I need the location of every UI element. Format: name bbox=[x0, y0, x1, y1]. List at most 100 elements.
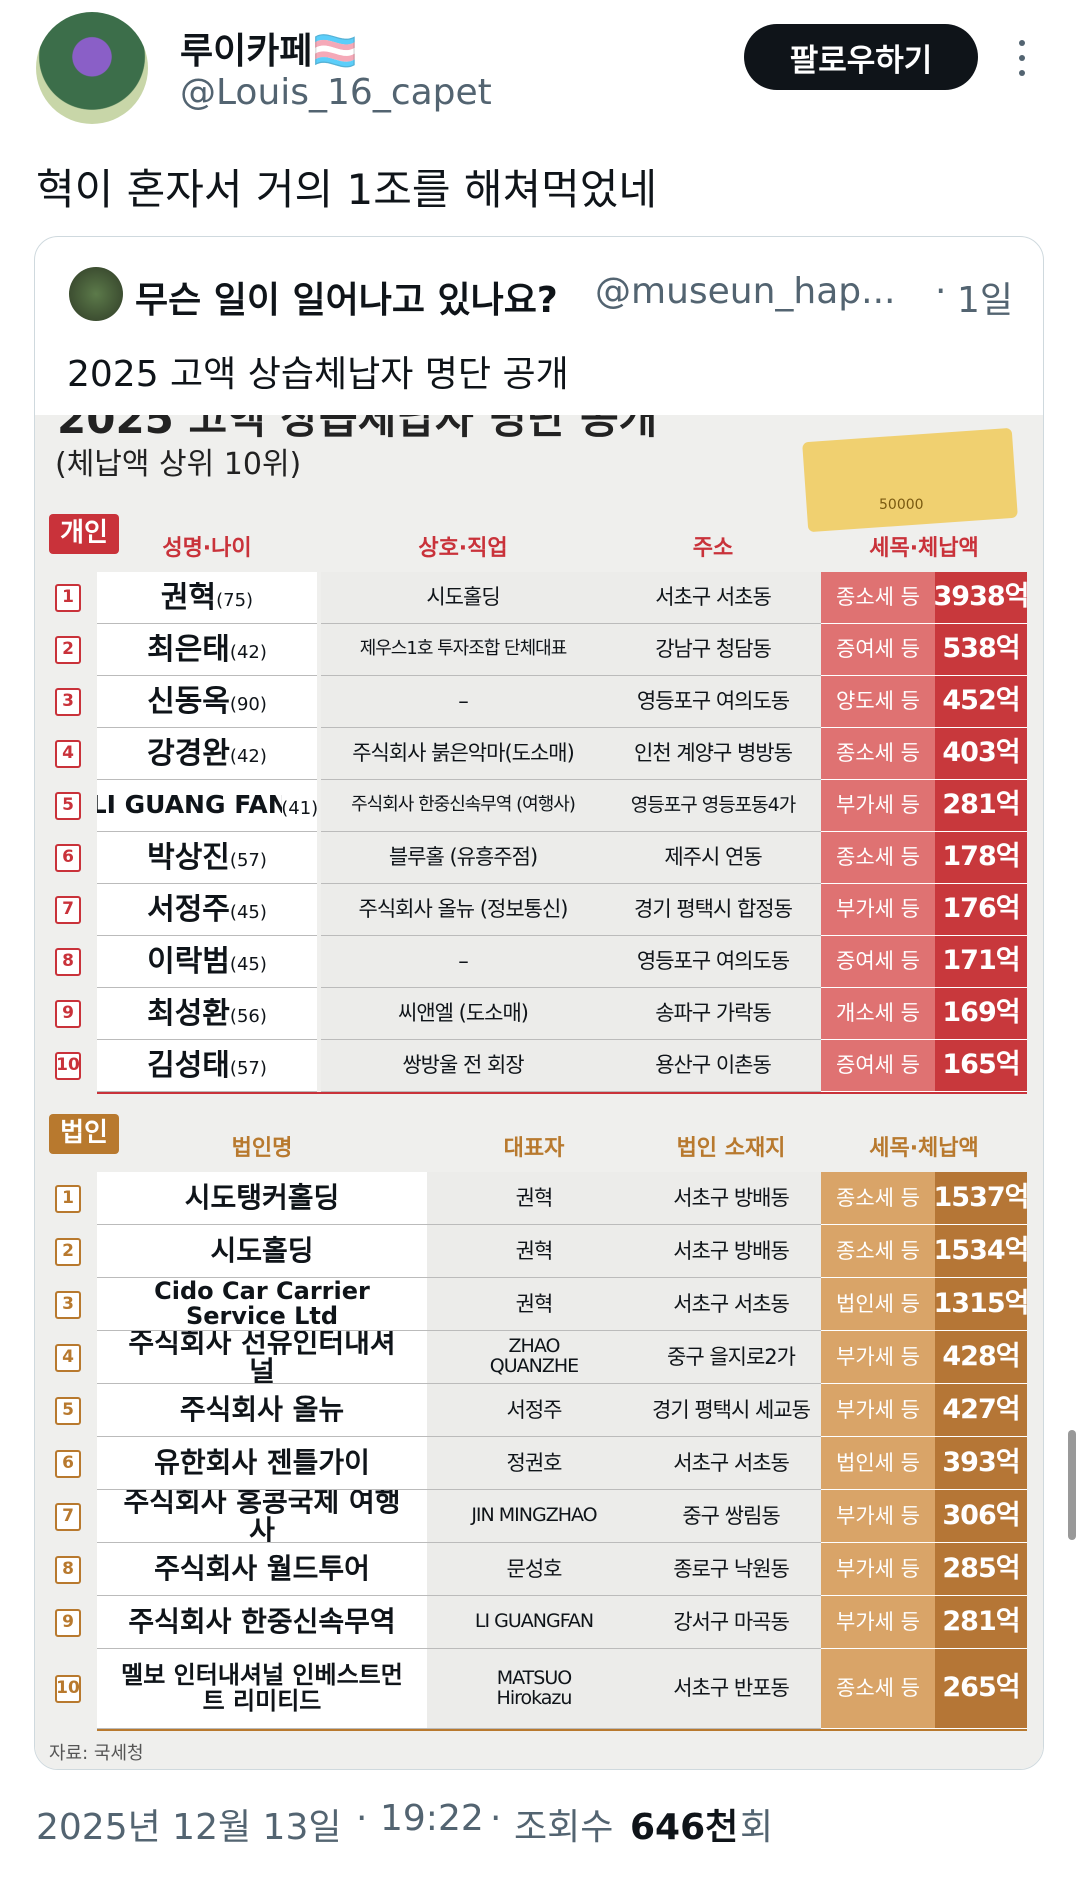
person-age: (42) bbox=[229, 644, 267, 663]
table-row: 8 주식회사 월드투어 문성호 종로구 낙원동 부가세 등 285억 bbox=[35, 1543, 1043, 1596]
address-cell: 인천 계양구 병방동 bbox=[605, 728, 821, 780]
tax-type-cell: 부가세 등 bbox=[821, 1543, 935, 1596]
name-cell: 이락범 (45) bbox=[97, 936, 317, 988]
person-age: (90) bbox=[229, 696, 267, 715]
person-age: (57) bbox=[229, 1060, 267, 1079]
rank-badge: 4 bbox=[55, 740, 81, 768]
address-cell: 종로구 낙원동 bbox=[641, 1543, 821, 1596]
table-row: 4 강경완 (42) 주식회사 붉은악마(도소매) 인천 계양구 병방동 종소세 등 403… bbox=[35, 728, 1043, 780]
rank-badge: 2 bbox=[55, 636, 81, 664]
company-cell: 주식회사 선유인터내셔널 bbox=[97, 1331, 427, 1384]
address-cell: 서초구 서초동 bbox=[641, 1278, 821, 1331]
table-row: 10 김성태 (57) 쌍방울 전 회장 용산구 이촌동 증여세 등 165억 bbox=[35, 1040, 1043, 1092]
image-source: 자료: 국세청 bbox=[49, 1743, 144, 1764]
tax-type-cell: 법인세 등 bbox=[821, 1278, 935, 1331]
address-cell: 중구 을지로2가 bbox=[641, 1331, 821, 1384]
quote-name: 무슨 일이 일어나고 있나요? bbox=[135, 280, 558, 321]
tax-type-cell: 부가세 등 bbox=[821, 1331, 935, 1384]
amount-cell: 176억 bbox=[935, 884, 1027, 936]
table-row: 7 주식회사 홍콩국제 여행사 JIN MINGZHAO 중구 쌍림동 부가세 등 306… bbox=[35, 1490, 1043, 1543]
address-cell: 경기 평택시 합정동 bbox=[605, 884, 821, 936]
name-cell: 최은태 (42) bbox=[97, 624, 317, 676]
amount-cell: 1315억 bbox=[935, 1278, 1027, 1331]
name-cell: 최성환 (56) bbox=[97, 988, 317, 1040]
tax-type-cell: 부가세 등 bbox=[821, 1596, 935, 1649]
company-cell: 유한회사 젠틀가이 bbox=[97, 1437, 427, 1490]
tweet-text: 혁이 혼자서 거의 1조를 해쳐먹었네 bbox=[36, 165, 658, 214]
quote-text: 2025 고액 상습체납자 명단 공개 bbox=[67, 354, 569, 395]
company-cell: 시도홀딩 bbox=[97, 1225, 427, 1278]
address-cell: 영등포구 여의도동 bbox=[605, 676, 821, 728]
tax-type-cell: 증여세 등 bbox=[821, 1040, 935, 1092]
table-row: 5 주식회사 올뉴 서정주 경기 평택시 세교동 부가세 등 427억 bbox=[35, 1384, 1043, 1437]
person-name: 강경완 bbox=[147, 737, 230, 770]
separator: · bbox=[490, 1798, 502, 1839]
section-label: 개인 bbox=[49, 514, 119, 554]
tax-type-cell: 증여세 등 bbox=[821, 936, 935, 988]
tax-type-cell: 법인세 등 bbox=[821, 1437, 935, 1490]
quote-image: 2025 고액 상습체납자 명단 공개 (체납액 상위 10위) 50000 자… bbox=[35, 415, 1043, 1769]
representative-cell: MATSUO Hirokazu bbox=[427, 1649, 641, 1729]
name-cell: 박상진 (57) bbox=[97, 832, 317, 884]
more-menu[interactable] bbox=[1010, 38, 1034, 78]
amount-cell: 3938억 bbox=[935, 572, 1027, 624]
person-name: 박상진 bbox=[147, 841, 230, 874]
table-row: 3 Cido Car Carrier Service Ltd 권혁 서초구 서초동 법인… bbox=[35, 1278, 1043, 1331]
tax-type-cell: 종소세 등 bbox=[821, 1225, 935, 1278]
amount-cell: 428억 bbox=[935, 1331, 1027, 1384]
rank-badge: 3 bbox=[55, 688, 81, 716]
business-cell: 주식회사 한중신속무역 (여행사) bbox=[321, 780, 605, 832]
separator: · bbox=[356, 1798, 368, 1839]
person-name: LI GUANG FAN bbox=[97, 792, 283, 819]
amount-cell: 178억 bbox=[935, 832, 1027, 884]
representative-cell: 권혁 bbox=[427, 1278, 641, 1331]
column-header: 주소 bbox=[692, 536, 734, 562]
person-name: 권혁 bbox=[160, 581, 217, 614]
rank-badge: 9 bbox=[55, 1608, 81, 1637]
rank-badge: 8 bbox=[55, 1555, 81, 1584]
address-cell: 영등포구 여의도동 bbox=[605, 936, 821, 988]
company-cell: 주식회사 올뉴 bbox=[97, 1384, 427, 1437]
table-row: 1 시도탱커홀딩 권혁 서초구 방배동 종소세 등 1537억 bbox=[35, 1172, 1043, 1225]
amount-cell: 538억 bbox=[935, 624, 1027, 676]
column-header: 세목·체납액 bbox=[869, 536, 979, 562]
tax-type-cell: 종소세 등 bbox=[821, 1172, 935, 1225]
company-cell: Cido Car Carrier Service Ltd bbox=[97, 1278, 427, 1331]
business-cell: – bbox=[321, 936, 605, 988]
business-cell: 시도홀딩 bbox=[321, 572, 605, 624]
scrollbar bbox=[1068, 1430, 1076, 1540]
table-row: 9 최성환 (56) 씨앤엘 (도소매) 송파구 가락동 개소세 등 169억 bbox=[35, 988, 1043, 1040]
column-header: 세목·체납액 bbox=[869, 1136, 979, 1162]
address-cell: 서초구 서초동 bbox=[641, 1437, 821, 1490]
follow-button[interactable]: 팔로우하기 bbox=[744, 24, 978, 90]
representative-cell: 권혁 bbox=[427, 1172, 641, 1225]
table-bottom-rule bbox=[97, 1092, 1027, 1094]
name-cell: 김성태 (57) bbox=[97, 1040, 317, 1092]
name-cell: LI GUANG FAN (41) bbox=[97, 780, 317, 832]
representative-cell: 서정주 bbox=[427, 1384, 641, 1437]
person-age: (45) bbox=[229, 904, 267, 923]
person-name: 신동옥 bbox=[147, 685, 230, 718]
rank-badge: 2 bbox=[55, 1237, 81, 1266]
representative-cell: LI GUANGFAN bbox=[427, 1596, 641, 1649]
business-cell: 씨앤엘 (도소매) bbox=[321, 988, 605, 1040]
amount-cell: 169억 bbox=[935, 988, 1027, 1040]
rank-badge: 8 bbox=[55, 948, 81, 976]
quote-card[interactable]: 무슨 일이 일어나고 있나요? @museun_hap... · 1일 2025… bbox=[34, 236, 1044, 1770]
name-cell: 강경완 (42) bbox=[97, 728, 317, 780]
amount-cell: 171억 bbox=[935, 936, 1027, 988]
amount-cell: 281억 bbox=[935, 780, 1027, 832]
representative-cell: 문성호 bbox=[427, 1543, 641, 1596]
rank-badge: 6 bbox=[55, 844, 81, 872]
table-row: 8 이락범 (45) – 영등포구 여의도동 증여세 등 171억 bbox=[35, 936, 1043, 988]
tax-type-cell: 종소세 등 bbox=[821, 572, 935, 624]
amount-cell: 281억 bbox=[935, 1596, 1027, 1649]
person-age: (57) bbox=[229, 852, 267, 871]
address-cell: 중구 쌍림동 bbox=[641, 1490, 821, 1543]
table-row: 1 권혁 (75) 시도홀딩 서초구 서초동 종소세 등 3938억 bbox=[35, 572, 1043, 624]
company-cell: 주식회사 홍콩국제 여행사 bbox=[97, 1490, 427, 1543]
company-cell: 주식회사 월드투어 bbox=[97, 1543, 427, 1596]
person-age: (75) bbox=[216, 592, 254, 611]
address-cell: 경기 평택시 세교동 bbox=[641, 1384, 821, 1437]
